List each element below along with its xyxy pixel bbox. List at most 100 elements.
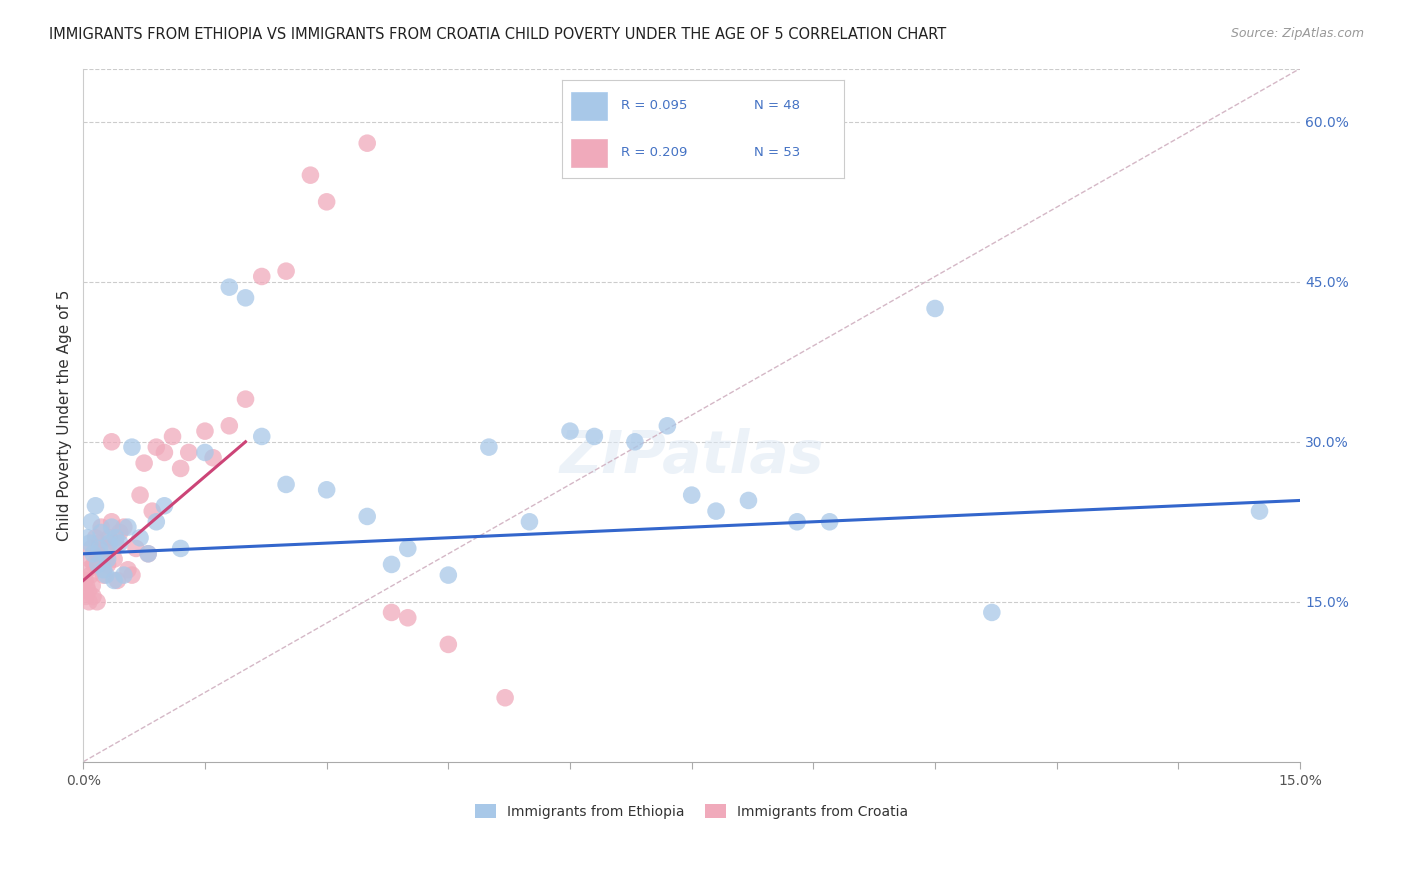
Point (129, 531, 152, 545)
Point (121, 568, 143, 582)
Point (100, 520, 122, 534)
Point (86, 595, 108, 609)
Point (80, 515, 103, 529)
Point (145, 440, 167, 454)
Point (704, 504, 727, 518)
Point (494, 690, 516, 705)
Point (396, 611, 419, 625)
Point (980, 606, 1002, 620)
Point (315, 194, 337, 209)
Point (76, 563, 98, 577)
Point (76, 531, 98, 545)
Point (104, 536, 127, 550)
Point (153, 445, 176, 459)
Point (583, 429, 606, 443)
Point (75, 590, 97, 604)
Point (80, 541, 103, 556)
Point (194, 445, 217, 459)
Point (117, 520, 139, 534)
Point (105, 574, 128, 588)
Y-axis label: Child Poverty Under the Age of 5: Child Poverty Under the Age of 5 (58, 289, 72, 541)
Point (624, 434, 647, 449)
Point (84, 499, 107, 513)
Point (89, 541, 111, 556)
Text: R = 0.095: R = 0.095 (621, 99, 688, 112)
Point (98, 531, 121, 545)
Point (87, 547, 110, 561)
Point (87, 558, 110, 572)
Point (356, 509, 378, 524)
Point (153, 499, 176, 513)
Point (218, 280, 240, 294)
Point (108, 536, 131, 550)
Point (83, 558, 105, 572)
Point (82, 547, 104, 561)
Point (818, 515, 841, 529)
Point (519, 515, 541, 529)
Point (657, 418, 679, 433)
Point (103, 552, 125, 566)
Point (356, 136, 378, 151)
Point (97, 552, 120, 566)
Point (82, 590, 104, 604)
Point (82, 579, 104, 593)
Point (112, 520, 135, 534)
Point (380, 558, 402, 572)
Text: N = 48: N = 48 (754, 99, 800, 112)
Point (250, 269, 273, 284)
Point (108, 525, 131, 540)
Point (924, 301, 946, 316)
Point (274, 477, 297, 491)
Point (76, 579, 98, 593)
Point (1249, 504, 1271, 518)
Point (558, 424, 581, 438)
Point (103, 574, 125, 588)
Point (100, 434, 122, 449)
Point (121, 440, 143, 454)
Point (93, 563, 115, 577)
Point (299, 168, 322, 182)
Point (202, 450, 225, 465)
Legend: Immigrants from Ethiopia, Immigrants from Croatia: Immigrants from Ethiopia, Immigrants fro… (470, 798, 914, 824)
Point (177, 445, 200, 459)
FancyBboxPatch shape (571, 139, 607, 167)
Point (218, 418, 240, 433)
Point (94, 568, 117, 582)
Point (73, 574, 96, 588)
Point (79, 552, 101, 566)
Point (380, 606, 402, 620)
Point (478, 440, 501, 454)
Point (141, 504, 163, 518)
Point (77, 584, 100, 599)
Point (79, 536, 101, 550)
Point (93, 568, 115, 582)
Point (97, 558, 120, 572)
Point (194, 424, 217, 438)
Point (681, 488, 703, 502)
Point (90, 520, 112, 534)
Point (136, 547, 159, 561)
Point (169, 461, 191, 475)
Point (235, 291, 257, 305)
Text: Source: ZipAtlas.com: Source: ZipAtlas.com (1230, 27, 1364, 40)
Point (94, 541, 117, 556)
Point (89, 536, 111, 550)
Point (134, 456, 156, 470)
Point (737, 493, 759, 508)
Point (79, 568, 101, 582)
Point (112, 568, 135, 582)
Point (98, 536, 121, 550)
Point (129, 488, 152, 502)
Text: R = 0.209: R = 0.209 (621, 146, 688, 160)
Point (162, 429, 184, 443)
Point (77, 595, 100, 609)
FancyBboxPatch shape (571, 92, 607, 120)
Point (786, 515, 808, 529)
Point (136, 547, 159, 561)
Point (169, 541, 191, 556)
Point (437, 568, 460, 582)
Point (125, 541, 148, 556)
Point (90, 525, 112, 540)
Point (145, 515, 167, 529)
Point (274, 264, 297, 278)
